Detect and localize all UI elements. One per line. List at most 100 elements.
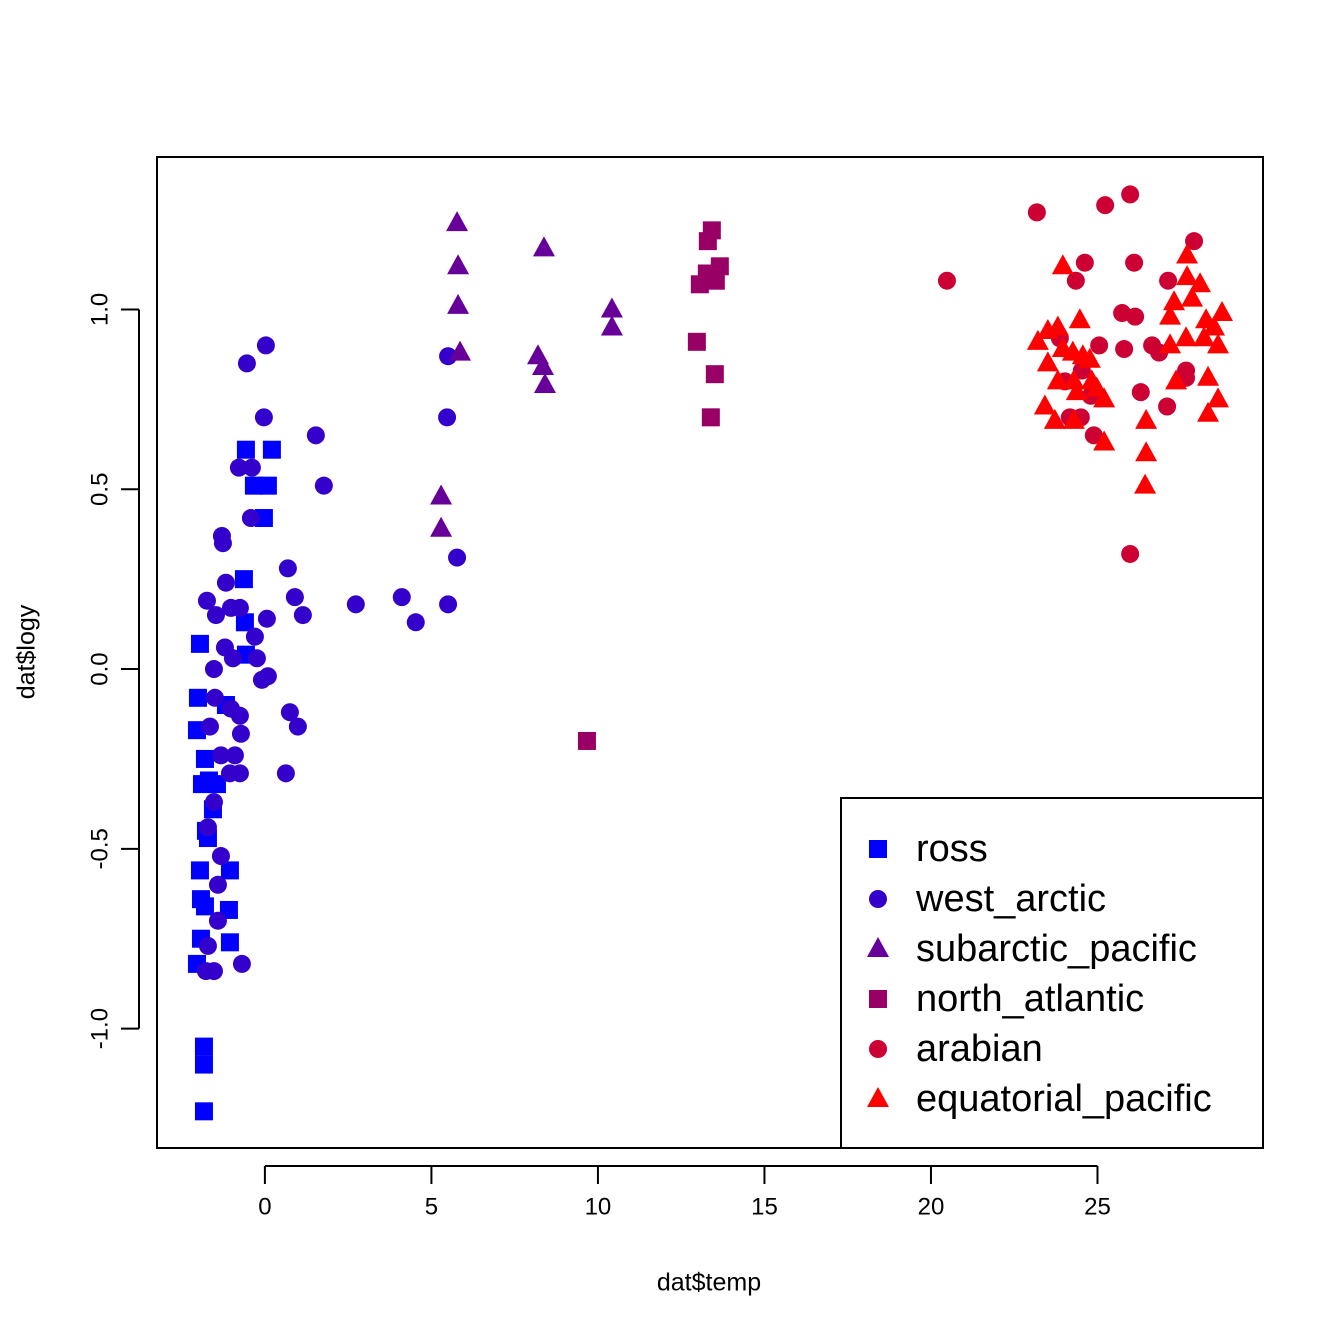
point bbox=[234, 570, 253, 589]
point bbox=[242, 458, 261, 477]
point bbox=[1121, 185, 1140, 204]
x-tick-label: 15 bbox=[751, 1193, 778, 1220]
point bbox=[1176, 243, 1199, 264]
legend-label: north_atlantic bbox=[916, 978, 1144, 1020]
point bbox=[705, 365, 724, 384]
point bbox=[216, 573, 235, 592]
legend-label: subarctic_pacific bbox=[916, 928, 1197, 970]
point bbox=[1096, 196, 1115, 215]
point bbox=[439, 347, 458, 366]
point bbox=[188, 688, 207, 707]
x-axis-title: dat$temp bbox=[657, 1269, 761, 1297]
point bbox=[1207, 333, 1230, 354]
point bbox=[531, 354, 554, 375]
point bbox=[1125, 253, 1144, 272]
point bbox=[533, 372, 556, 393]
point bbox=[223, 649, 242, 668]
point bbox=[285, 588, 304, 607]
point bbox=[208, 911, 227, 930]
point bbox=[1027, 203, 1046, 222]
point bbox=[1211, 301, 1234, 322]
point bbox=[1121, 544, 1140, 563]
point bbox=[194, 1102, 213, 1121]
point bbox=[1065, 380, 1088, 401]
legend-symbol bbox=[869, 840, 887, 858]
point bbox=[706, 271, 725, 290]
point bbox=[1181, 286, 1204, 307]
point bbox=[1126, 307, 1145, 326]
point bbox=[1197, 365, 1220, 386]
point bbox=[244, 476, 263, 495]
point bbox=[236, 440, 255, 459]
point bbox=[532, 236, 555, 257]
point bbox=[446, 211, 469, 232]
legend-label: arabian bbox=[916, 1028, 1043, 1070]
point bbox=[1051, 254, 1074, 275]
point bbox=[258, 476, 277, 495]
legend-label: equatorial_pacific bbox=[916, 1078, 1212, 1120]
point bbox=[231, 724, 250, 743]
legend-symbol bbox=[867, 937, 889, 957]
point bbox=[687, 332, 706, 351]
point bbox=[430, 484, 453, 505]
point bbox=[449, 340, 472, 361]
point bbox=[1175, 326, 1198, 347]
point bbox=[1158, 397, 1177, 416]
point bbox=[306, 426, 325, 445]
point bbox=[254, 509, 273, 528]
point bbox=[1163, 290, 1186, 311]
point bbox=[314, 476, 333, 495]
legend-symbol bbox=[867, 1087, 889, 1107]
point bbox=[205, 688, 224, 707]
point bbox=[197, 591, 216, 610]
point bbox=[1197, 401, 1220, 422]
point bbox=[198, 818, 217, 837]
point bbox=[439, 595, 458, 614]
point bbox=[1043, 408, 1066, 429]
y-tick-label: 0.0 bbox=[86, 652, 113, 685]
point bbox=[1046, 369, 1069, 390]
point bbox=[1062, 369, 1085, 390]
point bbox=[1176, 265, 1199, 286]
point bbox=[1033, 394, 1056, 415]
point bbox=[195, 897, 214, 916]
point bbox=[1075, 253, 1094, 272]
point bbox=[1159, 304, 1182, 325]
point bbox=[235, 613, 254, 632]
point bbox=[220, 764, 239, 783]
point bbox=[254, 408, 273, 427]
point bbox=[1159, 271, 1178, 290]
y-tick-label: -0.5 bbox=[86, 828, 113, 869]
point bbox=[1115, 340, 1134, 359]
legend-box bbox=[840, 797, 1264, 1149]
point bbox=[219, 900, 238, 919]
point bbox=[220, 861, 239, 880]
x-tick-label: 25 bbox=[1084, 1193, 1111, 1220]
point bbox=[258, 667, 277, 686]
legend-symbol bbox=[869, 1040, 887, 1058]
point bbox=[245, 627, 264, 646]
y-tick-label: 1.0 bbox=[86, 293, 113, 326]
y-axis-title: dat$logy bbox=[13, 604, 41, 699]
point bbox=[1026, 329, 1049, 350]
point bbox=[237, 354, 256, 373]
point bbox=[690, 275, 709, 294]
point bbox=[225, 746, 244, 765]
point bbox=[1068, 308, 1091, 329]
point bbox=[196, 962, 215, 981]
point bbox=[1135, 441, 1158, 462]
point bbox=[230, 598, 249, 617]
point bbox=[211, 847, 230, 866]
point bbox=[257, 609, 276, 628]
point bbox=[241, 509, 260, 528]
point bbox=[211, 746, 230, 765]
point bbox=[198, 936, 217, 955]
legend-symbol bbox=[869, 990, 887, 1008]
point bbox=[278, 559, 297, 578]
point bbox=[276, 764, 295, 783]
legend-label: ross bbox=[916, 828, 988, 870]
point bbox=[220, 933, 239, 952]
point bbox=[195, 749, 214, 768]
